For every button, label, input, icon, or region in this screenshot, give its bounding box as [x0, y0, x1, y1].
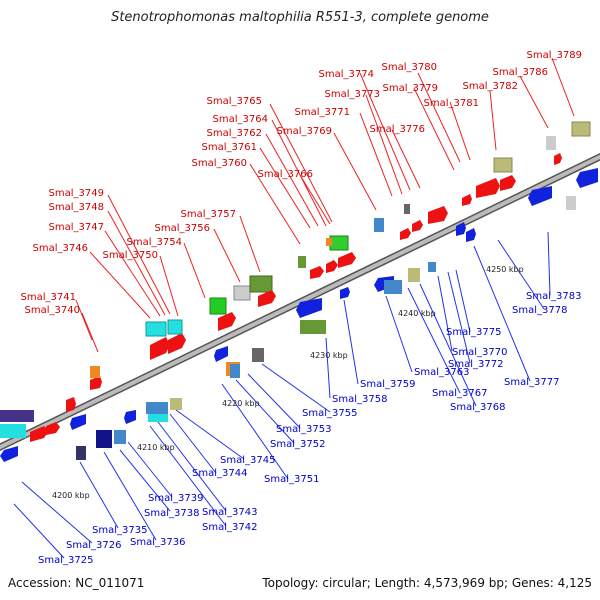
gene-label-smal-3740[interactable]: Smal_3740 — [25, 305, 80, 316]
gene-label-smal-3783[interactable]: Smal_3783 — [526, 291, 581, 302]
gene-label-smal-3771[interactable]: Smal_3771 — [295, 107, 350, 118]
gene-label-smal-3725[interactable]: Smal_3725 — [38, 555, 93, 566]
gene-label-smal-3782[interactable]: Smal_3782 — [463, 81, 518, 92]
gene-label-smal-3739[interactable]: Smal_3739 — [148, 493, 203, 504]
gene-label-smal-3751[interactable]: Smal_3751 — [264, 474, 319, 485]
gene-label-smal-3760[interactable]: Smal_3760 — [192, 158, 247, 169]
gene-label-smal-3744[interactable]: Smal_3744 — [192, 468, 247, 479]
gene-label-smal-3772[interactable]: Smal_3772 — [448, 359, 503, 370]
gene-label-smal-3726[interactable]: Smal_3726 — [66, 540, 121, 551]
gene-label-smal-3777[interactable]: Smal_3777 — [504, 377, 559, 388]
gene-label-smal-3749[interactable]: Smal_3749 — [49, 188, 104, 199]
gene-label-smal-3736[interactable]: Smal_3736 — [130, 537, 185, 548]
gene-label-smal-3765[interactable]: Smal_3765 — [207, 96, 262, 107]
gene-label-smal-3752[interactable]: Smal_3752 — [270, 439, 325, 450]
gene-label-smal-3767[interactable]: Smal_3767 — [432, 388, 487, 399]
scale-label: 4220 kbp — [222, 399, 260, 408]
scale-label: 4230 kbp — [310, 351, 348, 360]
gene-label-smal-3750[interactable]: Smal_3750 — [103, 250, 158, 261]
gene-label-smal-3763[interactable]: Smal_3763 — [414, 367, 469, 378]
reverse-gene-labels: Smal_3725 Smal_3726 Smal_3735 Smal_3736 … — [38, 291, 581, 566]
scale-labels: 4200 kbp 4210 kbp 4220 kbp 4230 kbp 4240… — [52, 265, 524, 500]
scale-label: 4210 kbp — [137, 443, 175, 452]
gene-label-smal-3786[interactable]: Smal_3786 — [493, 67, 548, 78]
gene-label-smal-3768[interactable]: Smal_3768 — [450, 402, 505, 413]
gene-label-smal-3754[interactable]: Smal_3754 — [127, 237, 182, 248]
gene-label-smal-3742[interactable]: Smal_3742 — [202, 522, 257, 533]
gene-label-smal-3759[interactable]: Smal_3759 — [360, 379, 415, 390]
forward-gene-labels: Smal_3740 Smal_3741 Smal_3746 Smal_3747 … — [21, 50, 582, 316]
scale-label: 4240 kbp — [398, 309, 436, 318]
gene-label-smal-3775[interactable]: Smal_3775 — [446, 327, 501, 338]
gene-label-smal-3745[interactable]: Smal_3745 — [220, 455, 275, 466]
gene-label-smal-3756[interactable]: Smal_3756 — [155, 223, 210, 234]
gene-label-smal-3769[interactable]: Smal_3769 — [277, 126, 332, 137]
gene-label-smal-3757[interactable]: Smal_3757 — [181, 209, 236, 220]
topology-text: Topology: circular; Length: 4,573,969 bp… — [262, 576, 592, 590]
gene-label-smal-3781[interactable]: Smal_3781 — [424, 98, 479, 109]
gene-label-smal-3743[interactable]: Smal_3743 — [202, 507, 257, 518]
gene-label-smal-3779[interactable]: Smal_3779 — [383, 83, 438, 94]
page-title: Stenotrophomonas maltophilia R551-3, com… — [111, 10, 489, 25]
gene-label-smal-3758[interactable]: Smal_3758 — [332, 394, 387, 405]
accession-text: Accession: NC_011071 — [8, 576, 145, 590]
gene-label-smal-3747[interactable]: Smal_3747 — [49, 222, 104, 233]
gene-label-smal-3735[interactable]: Smal_3735 — [92, 525, 147, 536]
gene-label-smal-3746[interactable]: Smal_3746 — [33, 243, 88, 254]
gene-label-smal-3766[interactable]: Smal_3766 — [258, 169, 313, 180]
gene-label-smal-3753[interactable]: Smal_3753 — [276, 424, 331, 435]
gene-label-smal-3776[interactable]: Smal_3776 — [370, 124, 425, 135]
gene-label-smal-3778[interactable]: Smal_3778 — [512, 305, 567, 316]
gene-label-smal-3761[interactable]: Smal_3761 — [202, 142, 257, 153]
gene-label-smal-3774[interactable]: Smal_3774 — [319, 69, 374, 80]
gene-label-smal-3738[interactable]: Smal_3738 — [144, 508, 199, 519]
gene-label-smal-3762[interactable]: Smal_3762 — [207, 128, 262, 139]
forward-lane-features — [0, 121, 591, 442]
gene-label-smal-3789[interactable]: Smal_3789 — [527, 50, 582, 61]
forward-leader-lines — [75, 57, 575, 353]
gene-label-smal-3748[interactable]: Smal_3748 — [49, 202, 104, 213]
scale-label: 4200 kbp — [52, 491, 90, 500]
gene-label-smal-3773[interactable]: Smal_3773 — [325, 89, 380, 100]
gene-label-smal-3780[interactable]: Smal_3780 — [382, 62, 437, 73]
gene-label-smal-3741[interactable]: Smal_3741 — [21, 292, 76, 303]
gene-label-smal-3755[interactable]: Smal_3755 — [302, 408, 357, 419]
scale-label: 4250 kbp — [486, 265, 524, 274]
gene-label-smal-3764[interactable]: Smal_3764 — [213, 114, 268, 125]
reverse-leader-lines — [13, 231, 551, 559]
reverse-lane-features — [0, 168, 598, 462]
gene-label-smal-3770[interactable]: Smal_3770 — [452, 347, 507, 358]
